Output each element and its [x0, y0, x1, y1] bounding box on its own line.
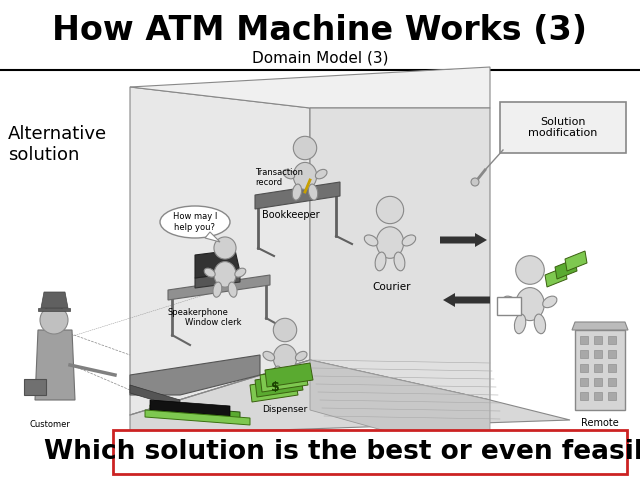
- FancyBboxPatch shape: [580, 350, 588, 358]
- Text: Bookkeeper: Bookkeeper: [262, 210, 319, 220]
- Polygon shape: [130, 355, 260, 395]
- Ellipse shape: [515, 314, 526, 334]
- Ellipse shape: [204, 268, 215, 277]
- Ellipse shape: [296, 351, 307, 361]
- Polygon shape: [250, 378, 298, 402]
- Polygon shape: [130, 385, 180, 408]
- Polygon shape: [130, 87, 310, 415]
- Polygon shape: [150, 400, 230, 416]
- Text: How may I
help you?: How may I help you?: [173, 212, 217, 232]
- Circle shape: [471, 178, 479, 186]
- Circle shape: [214, 237, 236, 259]
- Ellipse shape: [273, 345, 297, 372]
- FancyBboxPatch shape: [497, 297, 521, 315]
- Ellipse shape: [228, 282, 237, 297]
- Polygon shape: [130, 360, 570, 435]
- Polygon shape: [565, 251, 587, 271]
- Polygon shape: [205, 232, 220, 242]
- Ellipse shape: [272, 366, 282, 382]
- Ellipse shape: [543, 296, 557, 308]
- Ellipse shape: [534, 314, 545, 334]
- Ellipse shape: [292, 184, 301, 200]
- Polygon shape: [195, 250, 240, 278]
- FancyBboxPatch shape: [580, 364, 588, 372]
- FancyBboxPatch shape: [594, 336, 602, 344]
- Polygon shape: [310, 108, 490, 400]
- Polygon shape: [38, 308, 70, 311]
- FancyBboxPatch shape: [594, 350, 602, 358]
- FancyBboxPatch shape: [500, 102, 626, 153]
- Text: Customer: Customer: [30, 420, 71, 429]
- Polygon shape: [41, 292, 68, 308]
- Ellipse shape: [503, 296, 517, 308]
- FancyArrow shape: [443, 293, 490, 307]
- Circle shape: [273, 318, 297, 342]
- Text: Solution
modification: Solution modification: [528, 117, 598, 138]
- Text: Speakerphone: Speakerphone: [168, 308, 229, 317]
- FancyBboxPatch shape: [594, 392, 602, 400]
- Text: Courier: Courier: [372, 282, 410, 292]
- Text: Domain Model (3): Domain Model (3): [252, 50, 388, 65]
- FancyArrow shape: [440, 233, 487, 247]
- Polygon shape: [255, 182, 340, 209]
- Polygon shape: [555, 259, 577, 279]
- Ellipse shape: [213, 282, 221, 297]
- FancyBboxPatch shape: [113, 430, 627, 474]
- Polygon shape: [168, 275, 270, 300]
- Ellipse shape: [283, 169, 294, 179]
- Ellipse shape: [316, 169, 327, 179]
- Polygon shape: [310, 360, 490, 460]
- Circle shape: [516, 256, 544, 284]
- Text: Dispenser: Dispenser: [262, 405, 307, 414]
- Polygon shape: [130, 67, 490, 108]
- Ellipse shape: [235, 268, 246, 277]
- FancyBboxPatch shape: [608, 350, 616, 358]
- Ellipse shape: [364, 235, 378, 246]
- Text: Window clerk: Window clerk: [185, 318, 241, 327]
- FancyBboxPatch shape: [580, 378, 588, 386]
- Ellipse shape: [293, 162, 317, 190]
- Polygon shape: [195, 272, 240, 288]
- Polygon shape: [572, 322, 628, 330]
- Ellipse shape: [289, 366, 298, 382]
- Polygon shape: [145, 410, 250, 425]
- Polygon shape: [35, 330, 75, 400]
- Ellipse shape: [375, 252, 386, 271]
- Ellipse shape: [214, 262, 236, 287]
- Circle shape: [293, 136, 317, 160]
- Text: $: $: [271, 381, 280, 394]
- Polygon shape: [150, 405, 240, 422]
- Ellipse shape: [376, 227, 404, 258]
- FancyBboxPatch shape: [608, 378, 616, 386]
- FancyBboxPatch shape: [24, 379, 46, 395]
- Ellipse shape: [160, 206, 230, 238]
- Polygon shape: [265, 363, 313, 387]
- FancyBboxPatch shape: [580, 392, 588, 400]
- Ellipse shape: [402, 235, 416, 246]
- Circle shape: [40, 306, 68, 334]
- Ellipse shape: [394, 252, 405, 271]
- Text: Which solution is the best or even feasible?: Which solution is the best or even feasi…: [44, 439, 640, 465]
- Text: How ATM Machine Works (3): How ATM Machine Works (3): [52, 13, 588, 47]
- FancyBboxPatch shape: [580, 336, 588, 344]
- Text: Alternative
solution: Alternative solution: [8, 125, 107, 164]
- Polygon shape: [545, 267, 567, 287]
- FancyBboxPatch shape: [608, 392, 616, 400]
- Polygon shape: [260, 368, 308, 392]
- Circle shape: [376, 196, 404, 224]
- FancyBboxPatch shape: [594, 378, 602, 386]
- Ellipse shape: [516, 288, 544, 321]
- FancyBboxPatch shape: [608, 336, 616, 344]
- FancyBboxPatch shape: [575, 330, 625, 410]
- Text: Remote
bank: Remote bank: [581, 418, 619, 440]
- FancyBboxPatch shape: [608, 364, 616, 372]
- Ellipse shape: [308, 184, 317, 200]
- FancyBboxPatch shape: [594, 364, 602, 372]
- Text: Transaction
record: Transaction record: [255, 168, 303, 187]
- Ellipse shape: [263, 351, 275, 361]
- Polygon shape: [255, 373, 303, 397]
